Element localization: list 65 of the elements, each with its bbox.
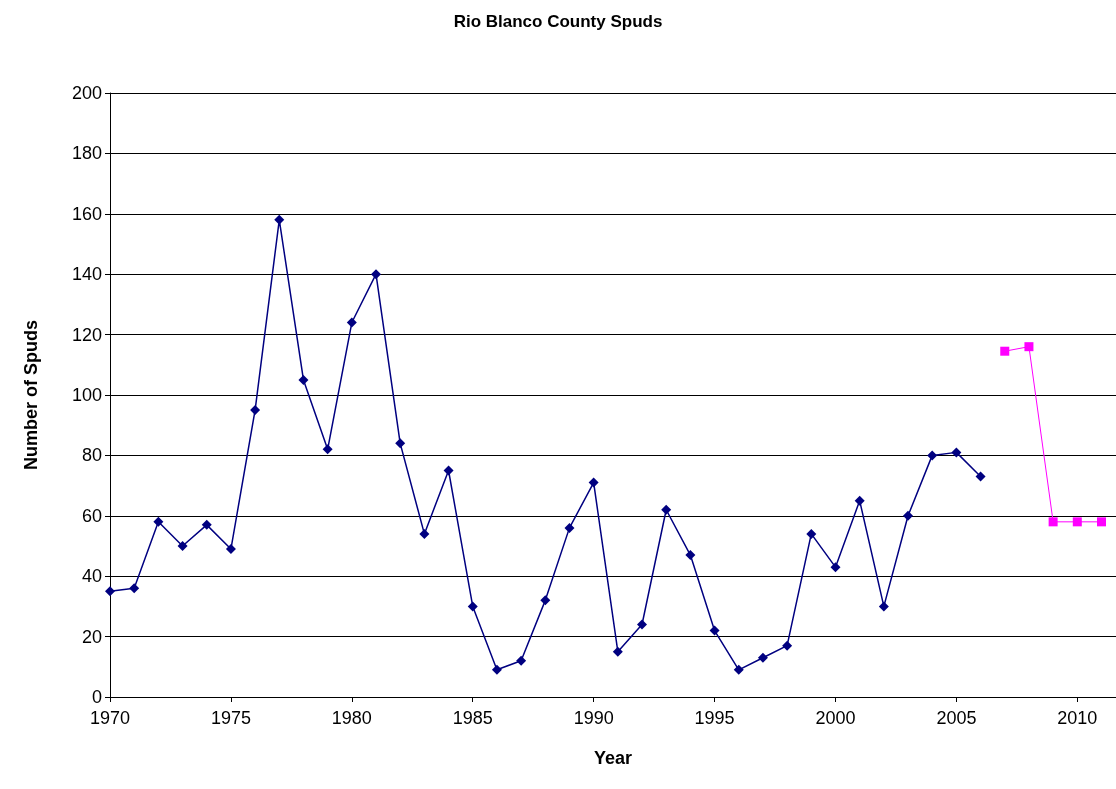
point — [854, 495, 865, 506]
point — [1000, 346, 1010, 356]
point — [757, 652, 768, 663]
point — [951, 447, 962, 458]
point — [1072, 517, 1082, 527]
point — [274, 214, 285, 225]
y-tick-label: 200 — [71, 83, 102, 103]
point — [709, 625, 720, 636]
point — [540, 595, 551, 606]
y-tick-label: 160 — [71, 203, 102, 224]
point — [782, 640, 793, 651]
x-tick-label: 2010 — [1057, 708, 1098, 728]
point — [612, 646, 623, 657]
point — [685, 550, 696, 561]
point — [927, 450, 938, 461]
point — [346, 317, 357, 328]
point — [830, 562, 841, 573]
y-tick-label: 80 — [81, 445, 102, 466]
point — [129, 583, 140, 594]
y-axis-title: Number of Spuds — [21, 319, 41, 471]
point — [395, 438, 406, 449]
point — [467, 601, 478, 612]
x-tick-label: 1995 — [694, 708, 735, 728]
point — [806, 528, 817, 539]
point — [491, 664, 502, 675]
point — [153, 516, 164, 527]
x-tick-label: 1980 — [331, 708, 372, 728]
x-tick-label: 1985 — [452, 708, 493, 728]
point — [105, 586, 115, 597]
point — [1024, 342, 1034, 352]
y-tick-label: 0 — [91, 687, 102, 707]
point — [177, 541, 188, 551]
point — [588, 477, 599, 488]
point — [1096, 517, 1106, 527]
point — [201, 519, 212, 530]
x-tick-label: 1975 — [210, 708, 251, 728]
y-tick-label: 100 — [71, 385, 102, 405]
y-tick-label: 40 — [81, 566, 102, 587]
x-tick-label: 1990 — [573, 708, 614, 728]
point — [516, 655, 527, 666]
point — [443, 465, 454, 476]
point — [1048, 517, 1058, 527]
y-tick-label: 60 — [81, 505, 102, 526]
x-axis-title: Year — [593, 748, 633, 768]
point — [733, 664, 744, 675]
point — [878, 601, 889, 612]
chart-title: Rio Blanco County Spuds — [453, 12, 663, 31]
point — [903, 510, 914, 521]
y-tick-label: 180 — [71, 143, 102, 164]
point — [225, 544, 236, 555]
y-tick-label: 20 — [81, 626, 102, 647]
point — [564, 522, 575, 533]
point — [637, 619, 648, 630]
y-tick-label: 120 — [71, 324, 102, 345]
x-tick-label: 1970 — [89, 708, 131, 728]
point — [250, 405, 261, 416]
point — [322, 444, 333, 455]
point — [298, 374, 309, 385]
point — [661, 504, 672, 515]
point — [371, 269, 382, 280]
y-tick-label: 140 — [71, 264, 102, 285]
point — [975, 471, 986, 482]
x-tick-label: 2005 — [936, 708, 977, 728]
x-tick-label: 2000 — [815, 708, 856, 728]
point — [419, 528, 430, 539]
